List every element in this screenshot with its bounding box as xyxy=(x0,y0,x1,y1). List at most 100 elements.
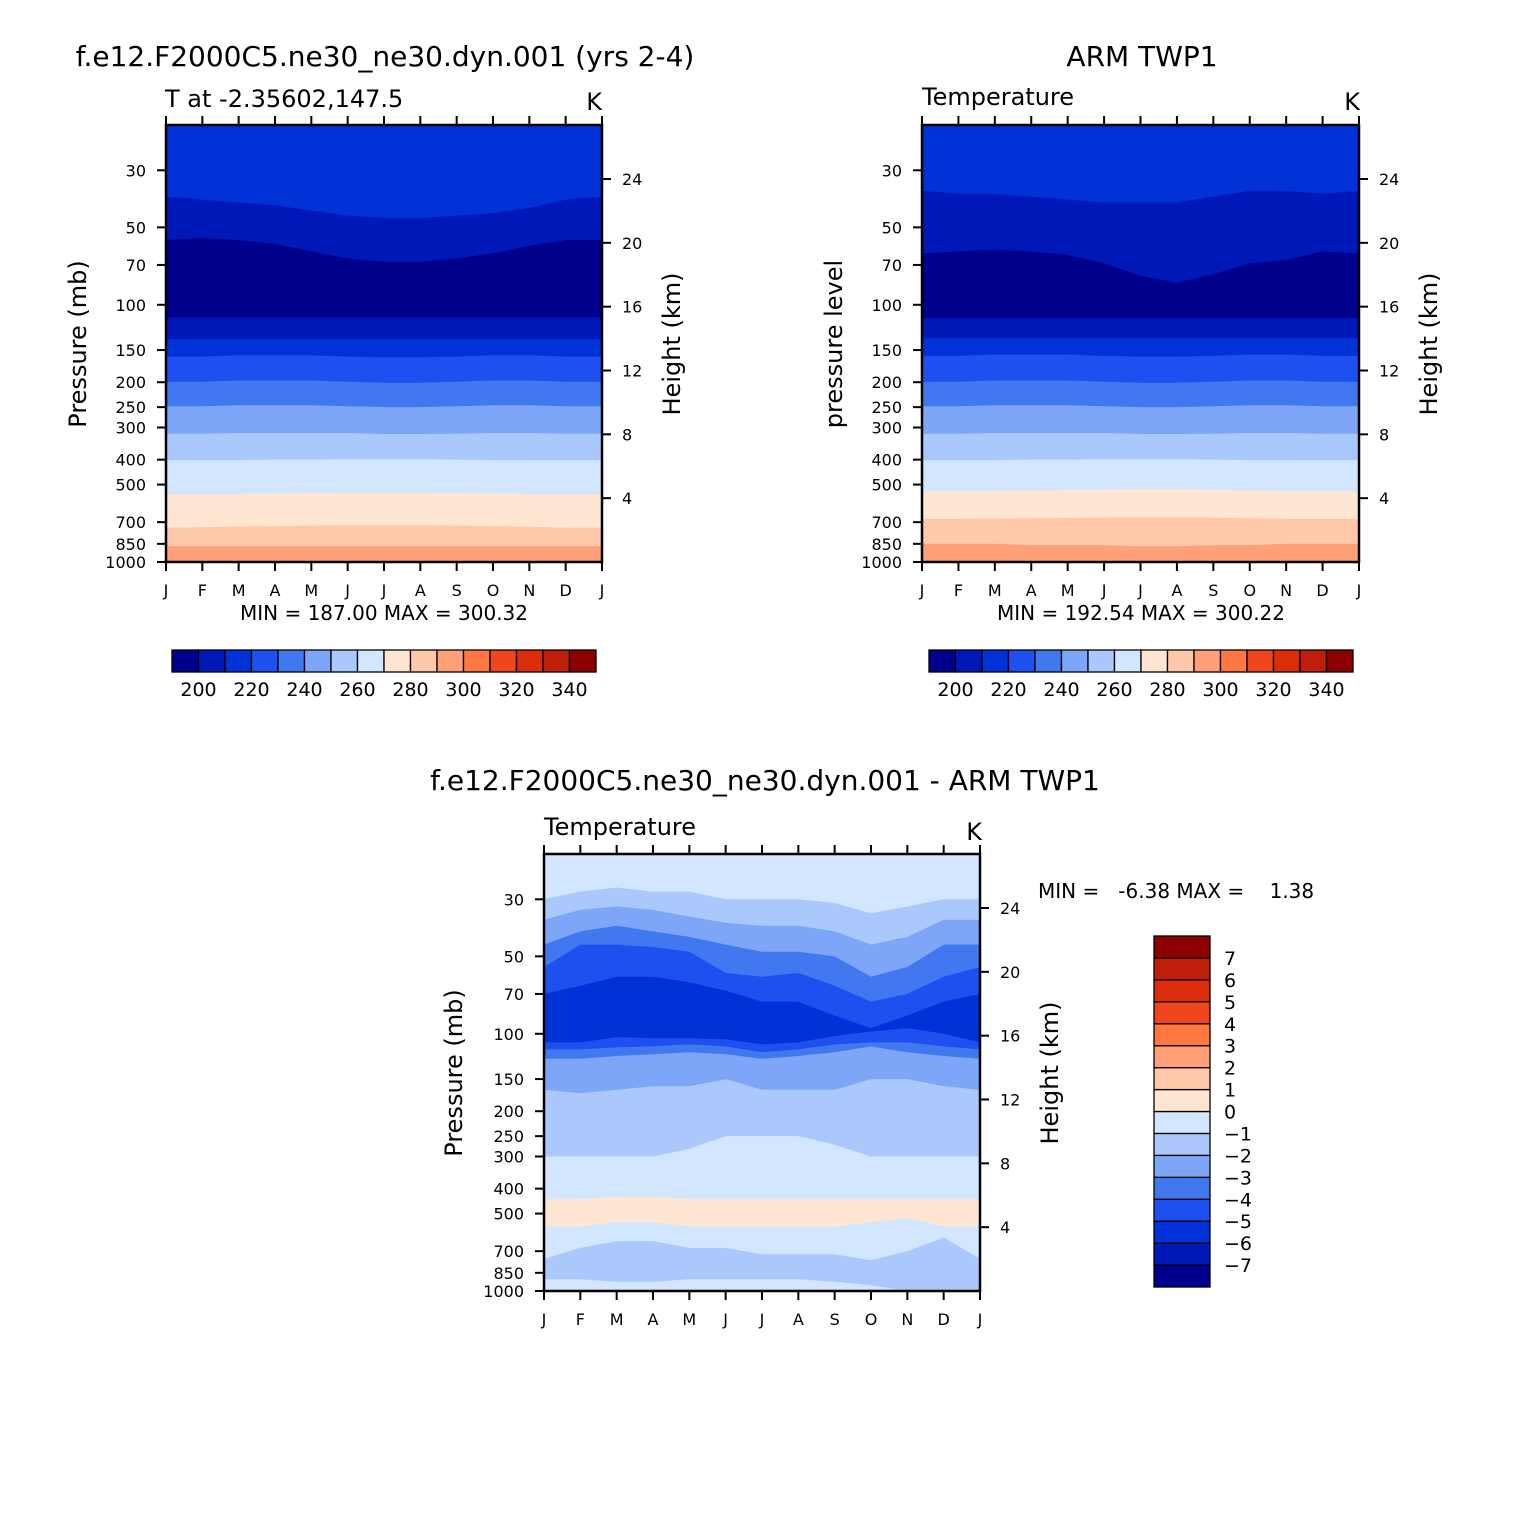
y-tick-label: 150 xyxy=(115,341,146,360)
colorbar-swatch xyxy=(383,649,412,673)
y-tick-label: 700 xyxy=(493,1242,524,1261)
right-tick-labels: 24 20 16 12 8 4 xyxy=(1000,899,1020,1237)
y-tick-label: 250 xyxy=(871,398,902,417)
x-tick-label: J xyxy=(919,581,925,600)
x-tick-label: A xyxy=(1026,581,1037,600)
right-tick-label: 4 xyxy=(1379,489,1389,508)
x-tick-label: A xyxy=(270,581,281,600)
y-tick-label: 300 xyxy=(493,1148,524,1167)
colorbar-swatch xyxy=(1153,1264,1211,1288)
colorbar-swatch xyxy=(1153,1045,1211,1069)
x-tick-label: J xyxy=(759,1310,765,1329)
colorbar-label: 220 xyxy=(990,679,1026,701)
y-tick-label: 70 xyxy=(504,985,524,1004)
colorbar-swatch xyxy=(171,649,200,673)
x-tick-label: A xyxy=(793,1310,804,1329)
panel-observation: ARM TWP1 Temperature K 30 50 70 100 150 200 25… xyxy=(820,40,1443,701)
colorbar-swatch xyxy=(1007,649,1036,673)
y-axis-title: Pressure (mb) xyxy=(64,260,92,427)
colorbar-swatch xyxy=(409,649,438,673)
x-tick-label: F xyxy=(576,1310,585,1329)
panel-title: ARM TWP1 xyxy=(1066,40,1217,73)
panel-subtitle-left: T at -2.35602,147.5 xyxy=(164,85,403,113)
colorbar-swatch xyxy=(928,649,957,673)
colorbar-swatch xyxy=(1060,649,1089,673)
x-tick-label: J xyxy=(1356,581,1362,600)
colorbar-label: 200 xyxy=(937,679,973,701)
right-tick-label: 24 xyxy=(1379,170,1399,189)
panel-model: f.e12.F2000C5.ne30_ne30.dyn.001 (yrs 2-4… xyxy=(64,40,694,701)
min-max-readout: MIN = -6.38 MAX = 1.38 xyxy=(1038,879,1314,903)
x-tick-label: F xyxy=(954,581,963,600)
colorbar-swatch xyxy=(1153,1023,1211,1047)
colorbar-swatch xyxy=(277,649,306,673)
x-tick-label: J xyxy=(1101,581,1107,600)
contour-plot-area xyxy=(922,125,1359,563)
contour-plot-area xyxy=(544,854,980,1291)
x-tick-label: J xyxy=(344,581,350,600)
x-tick-label: A xyxy=(1171,581,1182,600)
colorbar-swatch xyxy=(542,649,571,673)
colorbar-label: 300 xyxy=(445,679,481,701)
colorbar-label: −2 xyxy=(1224,1145,1252,1167)
x-tick-label: N xyxy=(1280,581,1292,600)
colorbar-swatch xyxy=(250,649,279,673)
y-tick-label: 500 xyxy=(871,476,902,495)
y-tick-label: 300 xyxy=(115,419,146,438)
min-max-readout: MIN = 192.54 MAX = 300.22 xyxy=(997,601,1285,625)
y-tick-label: 100 xyxy=(115,296,146,315)
colorbar-swatch xyxy=(436,649,465,673)
contour-band xyxy=(544,1279,980,1291)
right-axis-title: Height (km) xyxy=(658,273,686,416)
colorbar-swatch xyxy=(1299,649,1328,673)
x-tick-label: J xyxy=(163,581,169,600)
colorbar-label: 340 xyxy=(551,679,587,701)
y-tick-label: 200 xyxy=(115,373,146,392)
colorbar-swatch xyxy=(1153,1132,1211,1157)
x-tick-label: A xyxy=(648,1310,659,1329)
x-tick-label: O xyxy=(487,581,500,600)
right-tick-label: 16 xyxy=(1000,1027,1020,1046)
panel-units: K xyxy=(966,818,983,846)
colorbar-swatch xyxy=(1193,649,1222,673)
colorbar-label: 6 xyxy=(1224,970,1236,992)
x-tick-label: O xyxy=(1243,581,1256,600)
y-tick-label: 150 xyxy=(493,1070,524,1089)
x-tick-label: J xyxy=(722,1310,728,1329)
colorbar-swatch xyxy=(462,649,491,673)
colorbar-swatch xyxy=(981,649,1010,673)
colorbar-swatch xyxy=(1153,979,1211,1003)
colorbar-label: 2 xyxy=(1224,1058,1236,1080)
colorbar-label: 340 xyxy=(1308,679,1344,701)
x-tick-label: M xyxy=(304,581,318,600)
colorbar-swatch xyxy=(1153,1242,1211,1266)
colorbar-swatch xyxy=(489,649,518,673)
colorbar-label: 7 xyxy=(1224,948,1236,970)
right-tick-label: 8 xyxy=(622,425,632,444)
colorbar-label: 5 xyxy=(1224,992,1236,1014)
panel-title: f.e12.F2000C5.ne30_ne30.dyn.001 - ARM TW… xyxy=(430,764,1100,797)
colorbar-label: 320 xyxy=(1255,679,1291,701)
right-tick-label: 12 xyxy=(1379,362,1399,381)
x-tick-label: J xyxy=(541,1310,547,1329)
right-tick-label: 8 xyxy=(1000,1154,1010,1173)
x-tick-label: F xyxy=(198,581,207,600)
y-tick-label: 1000 xyxy=(483,1282,524,1301)
panel-units: K xyxy=(1344,88,1361,116)
panel-title: f.e12.F2000C5.ne30_ne30.dyn.001 (yrs 2-4… xyxy=(76,40,695,73)
right-tick-label: 16 xyxy=(622,298,642,317)
colorbar-swatch xyxy=(1325,649,1354,673)
y-tick-label: 400 xyxy=(493,1180,524,1199)
colorbar-swatch xyxy=(515,649,544,673)
colorbar-label: 240 xyxy=(1043,679,1079,701)
colorbar: 200 220 240 260 280 300 320 340 xyxy=(928,649,1354,701)
y-tick-label: 700 xyxy=(115,513,146,532)
colorbar-label: −5 xyxy=(1224,1211,1252,1233)
colorbar-label: 240 xyxy=(286,679,322,701)
